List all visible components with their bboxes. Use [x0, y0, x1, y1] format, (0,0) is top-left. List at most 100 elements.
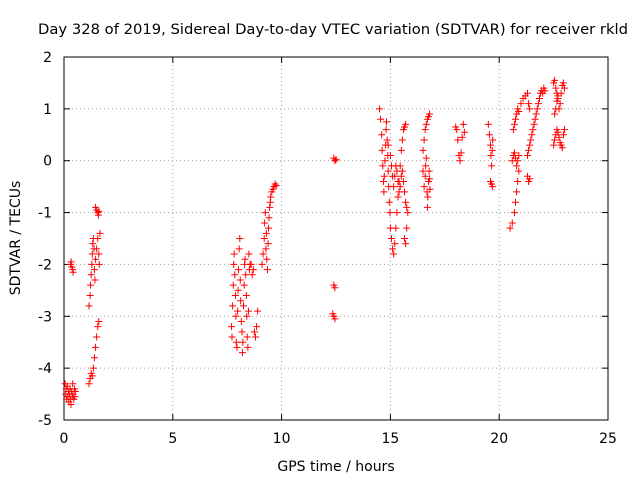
data-point: [240, 281, 248, 289]
data-point: [242, 271, 250, 279]
data-point: [230, 260, 238, 268]
data-point: [554, 128, 562, 136]
data-point: [88, 250, 96, 258]
data-point: [457, 149, 465, 157]
data-point: [488, 162, 496, 170]
data-point: [239, 338, 247, 346]
data-point: [380, 172, 388, 180]
data-point: [526, 105, 534, 113]
y-tick-label: -4: [38, 361, 52, 377]
data-point: [392, 224, 400, 232]
data-point: [514, 177, 522, 185]
data-point: [85, 302, 93, 310]
data-point: [552, 84, 560, 92]
data-point: [234, 307, 242, 315]
data-point: [261, 219, 269, 227]
data-point: [88, 260, 96, 268]
y-tick-label: -3: [38, 309, 52, 325]
x-tick-label: 5: [168, 431, 177, 447]
data-point: [88, 372, 96, 380]
data-point: [69, 380, 77, 388]
data-point: [396, 183, 404, 191]
data-point: [399, 177, 407, 185]
data-point: [240, 302, 248, 310]
data-point: [94, 323, 102, 331]
data-point: [243, 312, 251, 320]
data-point: [398, 136, 406, 144]
data-point: [386, 152, 394, 160]
data-point: [381, 157, 389, 165]
data-point: [247, 260, 255, 268]
data-point: [331, 284, 339, 292]
data-point: [233, 343, 241, 351]
data-point: [96, 229, 104, 237]
data-point: [272, 182, 280, 190]
data-point: [401, 235, 409, 242]
data-point: [508, 219, 516, 227]
data-point: [531, 115, 539, 123]
data-point: [488, 146, 496, 154]
data-point: [424, 193, 432, 201]
data-point: [263, 266, 271, 274]
data-point: [383, 136, 391, 144]
data-point: [237, 297, 245, 305]
data-point: [228, 333, 236, 341]
x-tick-label: 10: [273, 431, 291, 447]
data-point: [515, 167, 523, 175]
data-point: [514, 157, 522, 165]
data-point: [87, 271, 95, 279]
data-point: [89, 364, 97, 372]
data-point: [398, 167, 406, 175]
data-point: [517, 100, 525, 108]
data-point: [265, 224, 273, 232]
data-point: [558, 144, 566, 152]
data-point: [232, 338, 240, 346]
data-point: [390, 250, 398, 258]
data-point: [391, 240, 399, 248]
data-point: [377, 115, 385, 123]
data-point: [262, 229, 270, 237]
data-point: [551, 136, 559, 144]
data-point: [385, 198, 393, 206]
data-point: [379, 162, 387, 170]
data-point: [553, 97, 561, 105]
data-point: [229, 302, 237, 310]
data-point: [489, 136, 497, 144]
data-point: [532, 110, 540, 118]
data-point: [422, 154, 430, 162]
data-point: [402, 240, 410, 248]
data-point: [235, 245, 243, 253]
data-point: [541, 87, 549, 95]
data-point: [554, 92, 562, 100]
data-point: [551, 110, 559, 118]
data-point: [551, 76, 559, 84]
data-point: [512, 115, 520, 123]
data-point: [484, 120, 492, 128]
data-point: [267, 193, 275, 201]
data-point: [456, 157, 464, 165]
data-point: [386, 209, 394, 217]
data-point: [404, 209, 412, 217]
data-point: [459, 120, 467, 128]
data-point: [245, 250, 253, 258]
data-point: [525, 100, 533, 108]
data-point: [236, 276, 244, 284]
data-point: [423, 203, 431, 211]
data-point: [402, 198, 410, 206]
y-axis-label: SDTVAR / TECUs: [8, 181, 24, 296]
data-point: [259, 250, 267, 258]
y-tick-label: 0: [43, 154, 52, 170]
data-point: [243, 333, 251, 341]
data-point: [67, 400, 75, 408]
data-point: [535, 94, 543, 102]
data-point: [254, 307, 262, 315]
data-point: [421, 126, 429, 134]
data-point: [397, 172, 405, 180]
data-point: [515, 152, 523, 160]
data-point: [71, 387, 79, 395]
data-point: [248, 271, 256, 279]
x-axis-label: GPS time / hours: [277, 459, 394, 475]
data-point: [86, 292, 94, 300]
data-point: [422, 120, 430, 128]
data-point: [241, 255, 249, 263]
